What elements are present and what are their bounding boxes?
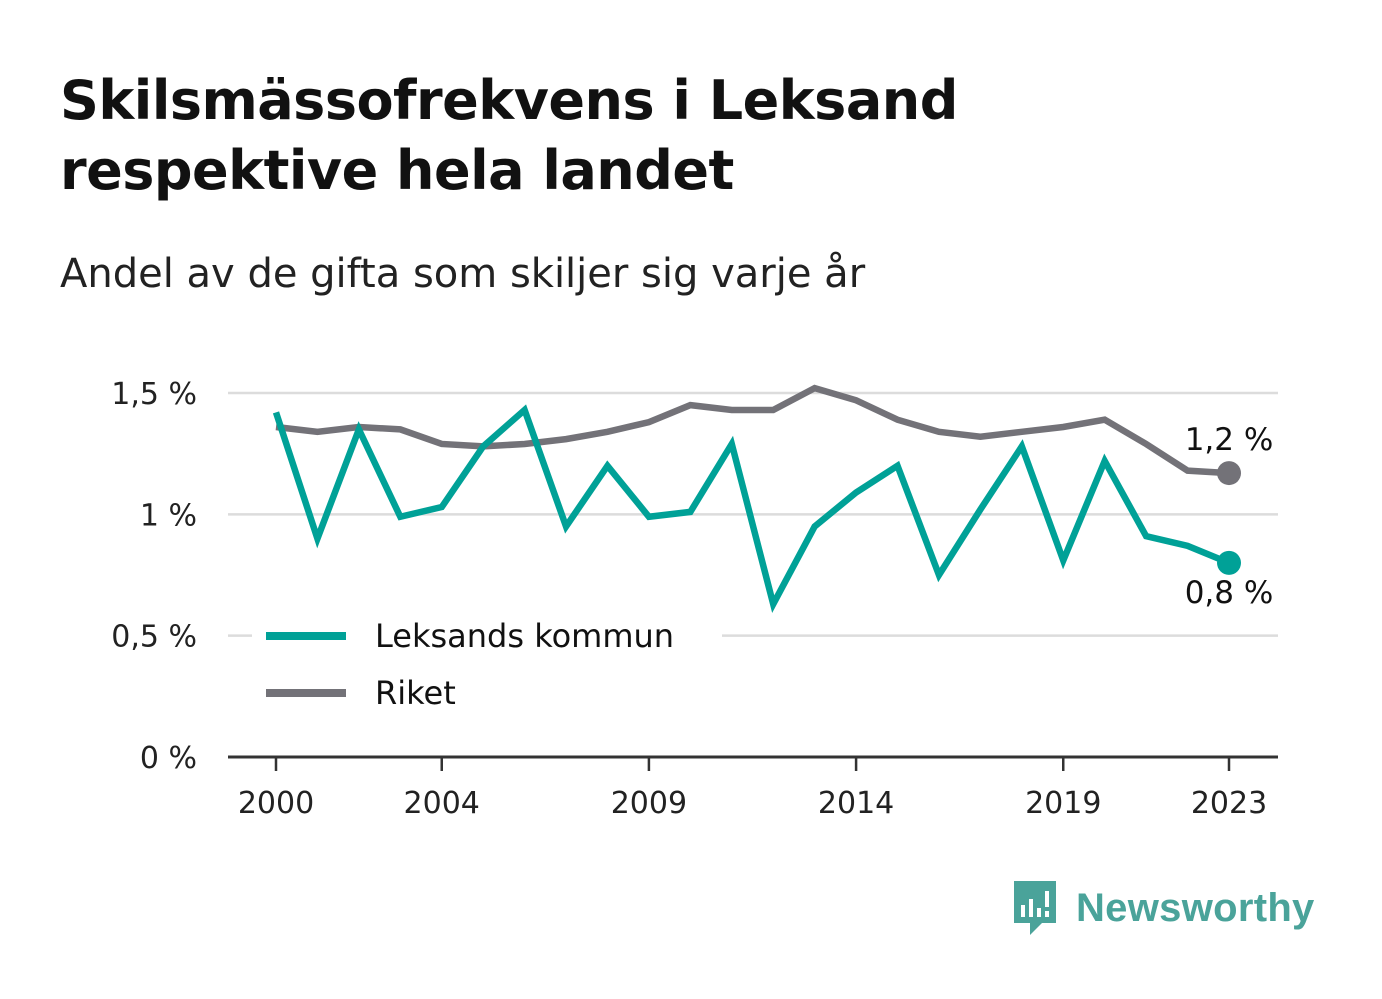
newsworthy-logo-icon bbox=[1014, 881, 1056, 935]
y-tick-label: 1,5 % bbox=[111, 377, 197, 412]
legend-label: Riket bbox=[375, 674, 456, 712]
series-end-label: 0,8 % bbox=[1185, 575, 1274, 611]
chart-title-line-1: Skilsmässofrekvens i Leksand bbox=[60, 69, 958, 132]
y-tick-label: 0 % bbox=[140, 741, 197, 776]
series-line bbox=[272, 404, 1231, 614]
series-end-point bbox=[1217, 461, 1241, 486]
series-line bbox=[275, 384, 1230, 477]
x-tick-label: 2014 bbox=[818, 786, 894, 821]
x-tick-label: 2019 bbox=[1025, 786, 1101, 821]
chart-title: Skilsmässofrekvens i Leksand respektive … bbox=[60, 66, 1160, 206]
brand-name: Newsworthy bbox=[1076, 885, 1315, 930]
x-tick-label: 2004 bbox=[404, 786, 480, 821]
brand-logo: Newsworthy bbox=[1010, 876, 1315, 940]
x-tick-label: 2023 bbox=[1191, 786, 1267, 821]
x-tick-label: 2000 bbox=[238, 786, 314, 821]
legend-background bbox=[252, 606, 722, 726]
series-end-label: 1,2 % bbox=[1185, 422, 1274, 458]
y-tick-label: 0,5 % bbox=[111, 620, 197, 655]
x-tick-label: 2009 bbox=[611, 786, 687, 821]
chart-subtitle: Andel av de gifta som skiljer sig varje … bbox=[60, 251, 866, 297]
y-tick-label: 1 % bbox=[140, 498, 197, 533]
chart-title-line-2: respektive hela landet bbox=[60, 139, 734, 202]
legend-label: Leksands kommun bbox=[375, 617, 674, 655]
series-end-point bbox=[1217, 550, 1241, 575]
